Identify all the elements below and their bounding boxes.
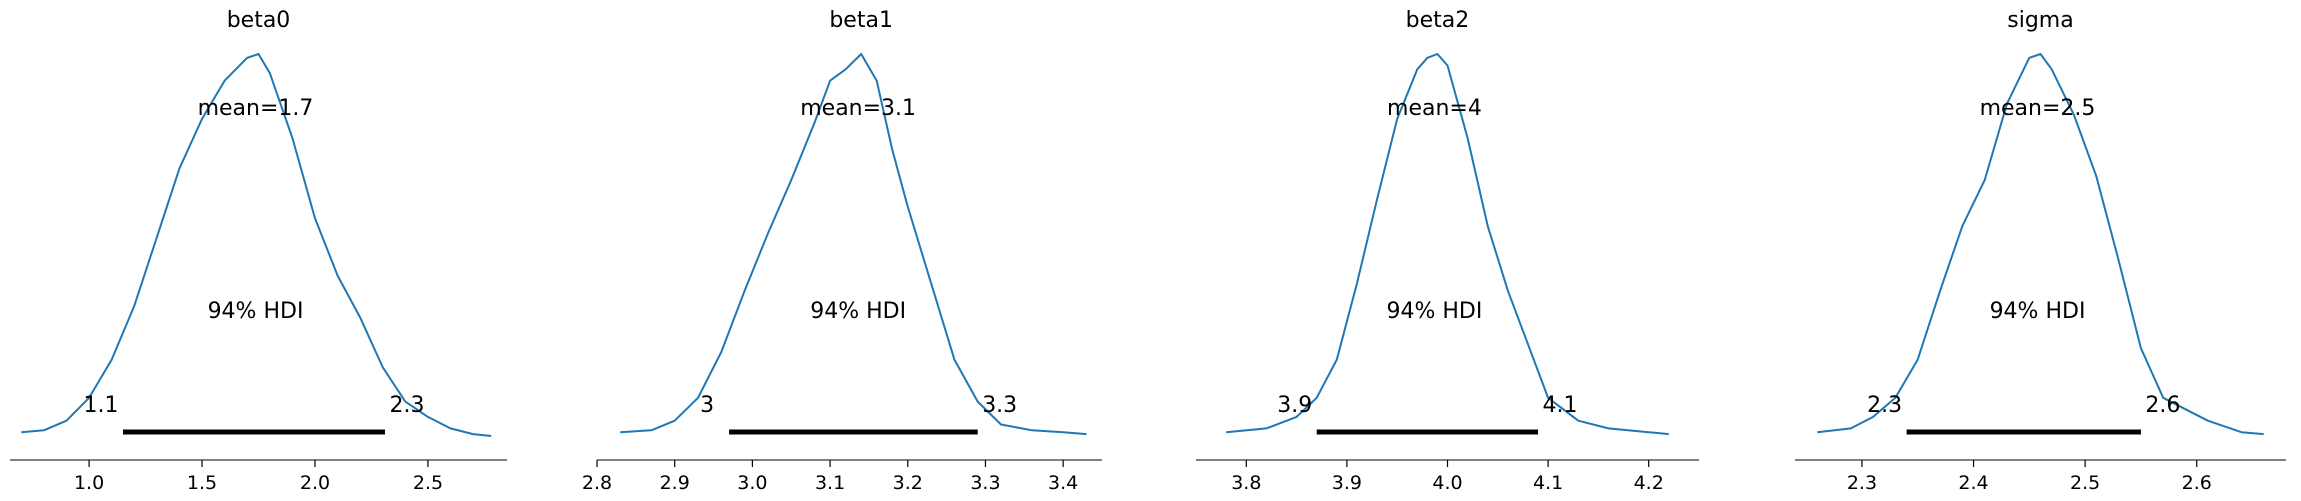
panel-title: sigma <box>2007 8 2073 33</box>
hdi-upper-label: 2.6 <box>2145 393 2180 418</box>
panel-beta0: beta0 mean=1.7 94% HDI 1.1 2.3 1.0 1.5 2.0 2.5 <box>10 8 507 494</box>
hdi-label: 94% HDI <box>208 299 304 324</box>
x-tick-label: 3.1 <box>815 472 845 494</box>
hdi-label: 94% HDI <box>1387 299 1483 324</box>
x-tick-label: 3.3 <box>970 472 1000 494</box>
density-curve <box>1226 53 1669 436</box>
x-tick-label: 3.4 <box>1048 472 1078 494</box>
panel-title: beta2 <box>1406 8 1470 33</box>
hdi-label: 94% HDI <box>810 299 906 324</box>
x-tick-label: 3.9 <box>1332 472 1362 494</box>
x-tick-label: 4.0 <box>1432 472 1462 494</box>
hdi-lower-label: 3.9 <box>1277 393 1312 418</box>
hdi-lower-label: 2.3 <box>1867 393 1902 418</box>
density-curve <box>1817 53 2264 436</box>
hdi-upper-label: 3.3 <box>982 393 1017 418</box>
x-tick-label: 1.0 <box>74 472 104 494</box>
x-tick-label: 4.1 <box>1533 472 1563 494</box>
x-tick-label: 2.5 <box>413 472 443 494</box>
panel-title: beta0 <box>227 8 291 33</box>
x-tick-label: 2.5 <box>2070 472 2100 494</box>
x-tick-label: 3.8 <box>1231 472 1261 494</box>
x-tick-label: 2.4 <box>1958 472 1988 494</box>
mean-label: mean=3.1 <box>800 96 916 121</box>
x-tick-label: 3.0 <box>737 472 767 494</box>
hdi-label: 94% HDI <box>1990 299 2086 324</box>
hdi-lower-label: 3 <box>700 393 714 418</box>
x-tick-label: 2.0 <box>300 472 330 494</box>
density-curve <box>21 53 492 437</box>
mean-label: mean=4 <box>1387 96 1482 121</box>
density-curve <box>620 53 1087 436</box>
hdi-lower-label: 1.1 <box>83 393 118 418</box>
x-tick-label: 3.2 <box>893 472 923 494</box>
panel-beta2: beta2 mean=4 94% HDI 3.9 4.1 3.8 3.9 4.0 4.1 4.2 <box>1196 8 1699 494</box>
mean-label: mean=1.7 <box>198 96 314 121</box>
hdi-upper-label: 2.3 <box>390 393 425 418</box>
x-tick-label: 4.2 <box>1634 472 1664 494</box>
hdi-upper-label: 4.1 <box>1543 393 1578 418</box>
x-tick-label: 2.9 <box>660 472 690 494</box>
mean-label: mean=2.5 <box>1980 96 2096 121</box>
x-tick-label: 2.6 <box>2182 472 2212 494</box>
x-tick-label: 1.5 <box>187 472 217 494</box>
panel-beta1: beta1 mean=3.1 94% HDI 3 3.3 2.8 2.9 3.0 3.1 3.2 3… <box>582 8 1102 494</box>
panel-title: beta1 <box>829 8 893 33</box>
panel-sigma: sigma mean=2.5 94% HDI 2.3 2.6 2.3 2.4 2.5 2.6 <box>1795 8 2286 494</box>
x-tick-label: 2.8 <box>582 472 612 494</box>
x-tick-label: 2.3 <box>1847 472 1877 494</box>
